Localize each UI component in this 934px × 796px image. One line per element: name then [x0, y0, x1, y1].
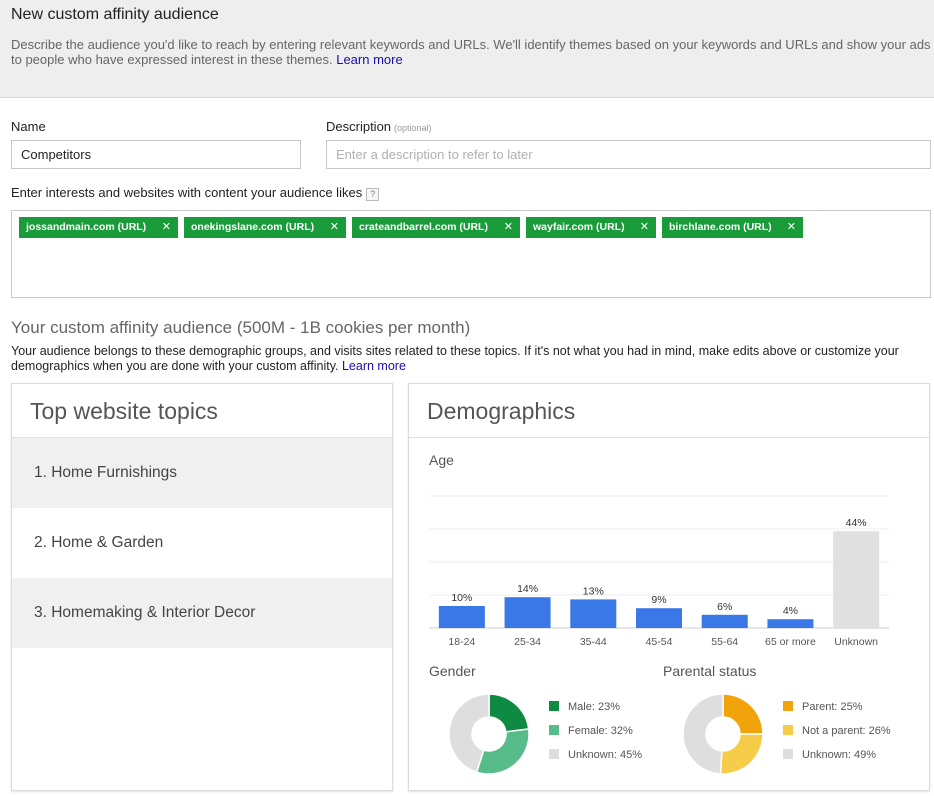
help-icon[interactable]: ? [366, 188, 380, 201]
bar-value-label: 4% [783, 605, 798, 617]
x-tick-label: 35-44 [580, 636, 607, 648]
age-bar [833, 531, 880, 628]
dialog-header: New custom affinity audience Describe th… [0, 0, 934, 98]
bar-value-label: 44% [846, 517, 867, 529]
age-chart: 10% 18-24 14% 25-34 13% 35-44 9% 45-54 6% 55-64 4%… [429, 495, 889, 648]
topic-item: 3. Homemaking & Interior Decor [12, 578, 392, 648]
gender-donut-chart [448, 693, 530, 775]
donut-slice [722, 693, 764, 735]
bar-value-label: 9% [651, 594, 666, 606]
legend-item: Female: 32% [549, 724, 642, 748]
x-tick-label: Unknown [834, 636, 878, 648]
x-tick-label: 25-34 [514, 636, 541, 648]
bar-value-label: 6% [717, 601, 732, 613]
legend-swatch [783, 701, 793, 711]
gender-legend: Male: 23% Female: 32% Unknown: 45% [549, 700, 642, 772]
tag-birchlane: birchlane.com (URL) ✕ [662, 217, 803, 238]
age-bar [570, 599, 617, 628]
legend-item: Male: 23% [549, 700, 642, 724]
divider [409, 437, 929, 438]
description-input[interactable] [326, 140, 931, 169]
legend-item: Parent: 25% [783, 700, 891, 724]
topics-panel: Top website topics 1. Home Furnishings 2… [11, 383, 393, 791]
donut-slice [682, 693, 724, 775]
tag-crateandbarrel: crateandbarrel.com (URL) ✕ [352, 217, 520, 238]
x-tick-label: 65 or more [765, 636, 816, 648]
audience-learn-more-link[interactable]: Learn more [341, 359, 406, 373]
divider [12, 437, 392, 438]
tag-wayfair: wayfair.com (URL) ✕ [526, 217, 656, 238]
legend-swatch [783, 725, 793, 735]
tag-onekingslane: onekingslane.com (URL) ✕ [184, 217, 346, 238]
parental-status-label: Parental status [663, 663, 757, 679]
legend-item: Unknown: 45% [549, 748, 642, 772]
legend-swatch [549, 701, 559, 711]
topics-title: Top website topics [30, 398, 218, 424]
donut-slice [448, 693, 490, 773]
legend-item: Unknown: 49% [783, 748, 891, 772]
gender-label: Gender [429, 663, 476, 679]
name-input[interactable] [11, 140, 301, 169]
legend-swatch [549, 749, 559, 759]
legend-swatch [783, 749, 793, 759]
interests-label: Enter interests and websites with conten… [11, 185, 380, 201]
age-label: Age [429, 452, 454, 468]
bar-value-label: 13% [583, 585, 604, 597]
age-bar [504, 597, 551, 628]
age-bar [701, 614, 748, 628]
age-bar [636, 608, 682, 628]
page-title: New custom affinity audience [11, 6, 219, 23]
donut-slice [719, 733, 764, 775]
age-bar [438, 606, 485, 628]
demographics-title: Demographics [427, 398, 576, 424]
x-tick-label: 45-54 [646, 636, 673, 648]
x-tick-label: 18-24 [448, 636, 475, 648]
x-tick-label: 55-64 [711, 636, 738, 648]
demographics-panel: Demographics Age 10% 18-24 14% 25-34 13% 35-4… [408, 383, 930, 791]
legend-item: Not a parent: 26% [783, 724, 891, 748]
header-description: Describe the audience you'd like to reac… [11, 37, 931, 67]
bar-value-label: 10% [451, 592, 472, 604]
audience-description: Your audience belongs to these demograph… [11, 344, 899, 373]
remove-tag-icon[interactable]: ✕ [161, 221, 171, 233]
donut-slice [475, 728, 530, 775]
learn-more-link[interactable]: Learn more [336, 52, 403, 67]
remove-tag-icon[interactable]: ✕ [786, 221, 796, 233]
audience-title: Your custom affinity audience (500M - 1B… [11, 318, 471, 337]
name-label: Name [11, 119, 46, 134]
remove-tag-icon[interactable]: ✕ [329, 221, 339, 233]
interests-input[interactable]: jossandmain.com (URL) ✕ onekingslane.com … [11, 210, 931, 298]
age-bar [767, 619, 814, 628]
parental-donut-chart [682, 693, 764, 775]
topic-item: 1. Home Furnishings [12, 438, 392, 508]
remove-tag-icon[interactable]: ✕ [503, 221, 513, 233]
donut-slice [488, 693, 530, 733]
optional-hint: (optional) [394, 123, 432, 133]
parental-legend: Parent: 25% Not a parent: 26% Unknown: 4… [783, 700, 891, 772]
remove-tag-icon[interactable]: ✕ [639, 221, 649, 233]
bar-value-label: 14% [517, 583, 538, 595]
tag-jossandmain: jossandmain.com (URL) ✕ [19, 217, 178, 238]
description-label: Description (optional) [326, 119, 432, 134]
legend-swatch [549, 725, 559, 735]
topic-item: 2. Home & Garden [34, 534, 164, 551]
